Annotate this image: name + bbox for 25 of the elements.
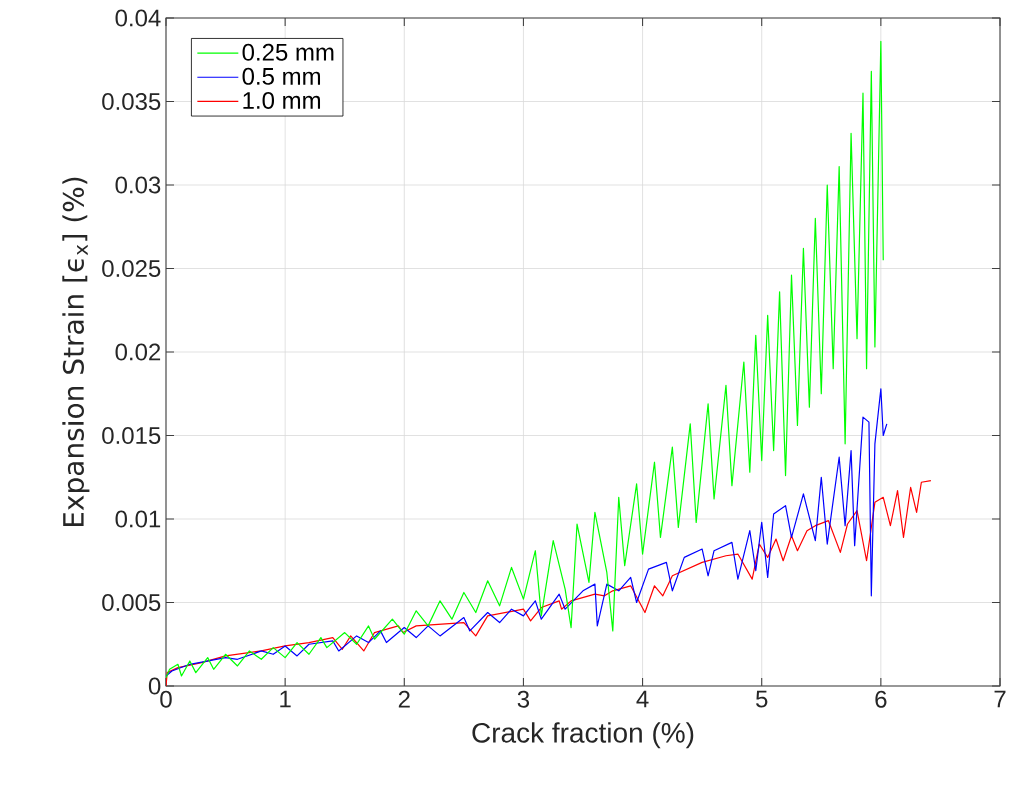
y-tick-label: 0.02: [115, 343, 161, 361]
x-tick-label: 4: [636, 690, 649, 708]
y-tick-label: 0.04: [115, 9, 161, 27]
legend-label: 0.25 mm: [242, 43, 334, 61]
y-tick-label: 0.025: [102, 259, 161, 277]
x-tick-label: 0: [160, 690, 172, 708]
line-series: [166, 388, 888, 677]
x-tick-label: 2: [398, 690, 410, 708]
x-tick-label: 6: [875, 690, 887, 708]
legend-label: 1.0 mm: [243, 91, 321, 109]
y-tick-label: 0.01: [115, 510, 161, 528]
y-tick-label: 0.035: [102, 92, 161, 110]
x-tick-label: 1: [280, 690, 291, 708]
y-axis-title: Expansion Strain [ϵ$_{x}$] (%): [62, 177, 90, 527]
y-tick-label: 0.015: [102, 426, 161, 444]
x-tick-label: 5: [756, 690, 768, 708]
line-series: [166, 479, 932, 686]
y-tick-label: 0.005: [102, 593, 161, 611]
y-tick-label: 0.03: [115, 176, 161, 194]
line-series: [166, 40, 884, 679]
x-tick-label: 3: [517, 690, 530, 708]
legend-label: 0.5 mm: [242, 67, 321, 85]
x-axis-title: Crack fraction (%): [472, 722, 694, 749]
y-tick-label: 0: [148, 677, 161, 695]
x-tick-label: 7: [994, 690, 1006, 708]
